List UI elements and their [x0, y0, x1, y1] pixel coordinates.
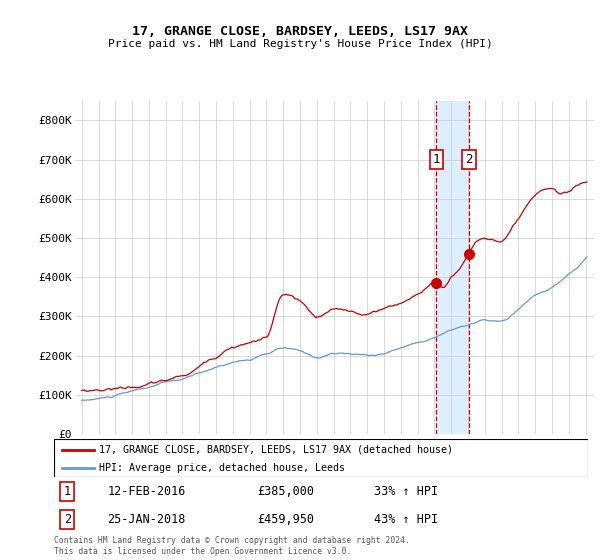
- Text: 1: 1: [433, 153, 440, 166]
- Text: 25-JAN-2018: 25-JAN-2018: [107, 513, 186, 526]
- Text: Contains HM Land Registry data © Crown copyright and database right 2024.
This d: Contains HM Land Registry data © Crown c…: [54, 536, 410, 556]
- Text: 33% ↑ HPI: 33% ↑ HPI: [374, 485, 439, 498]
- Text: HPI: Average price, detached house, Leeds: HPI: Average price, detached house, Leed…: [100, 463, 346, 473]
- Text: Price paid vs. HM Land Registry's House Price Index (HPI): Price paid vs. HM Land Registry's House …: [107, 39, 493, 49]
- Text: 17, GRANGE CLOSE, BARDSEY, LEEDS, LS17 9AX (detached house): 17, GRANGE CLOSE, BARDSEY, LEEDS, LS17 9…: [100, 445, 454, 455]
- Text: 43% ↑ HPI: 43% ↑ HPI: [374, 513, 439, 526]
- Text: £459,950: £459,950: [257, 513, 314, 526]
- Bar: [436, 101, 469, 434]
- Text: 2: 2: [64, 513, 71, 526]
- Text: 12-FEB-2016: 12-FEB-2016: [107, 485, 186, 498]
- Text: 17, GRANGE CLOSE, BARDSEY, LEEDS, LS17 9AX: 17, GRANGE CLOSE, BARDSEY, LEEDS, LS17 9…: [132, 25, 468, 38]
- Text: 1: 1: [64, 485, 71, 498]
- Text: £385,000: £385,000: [257, 485, 314, 498]
- Text: 2: 2: [466, 153, 473, 166]
